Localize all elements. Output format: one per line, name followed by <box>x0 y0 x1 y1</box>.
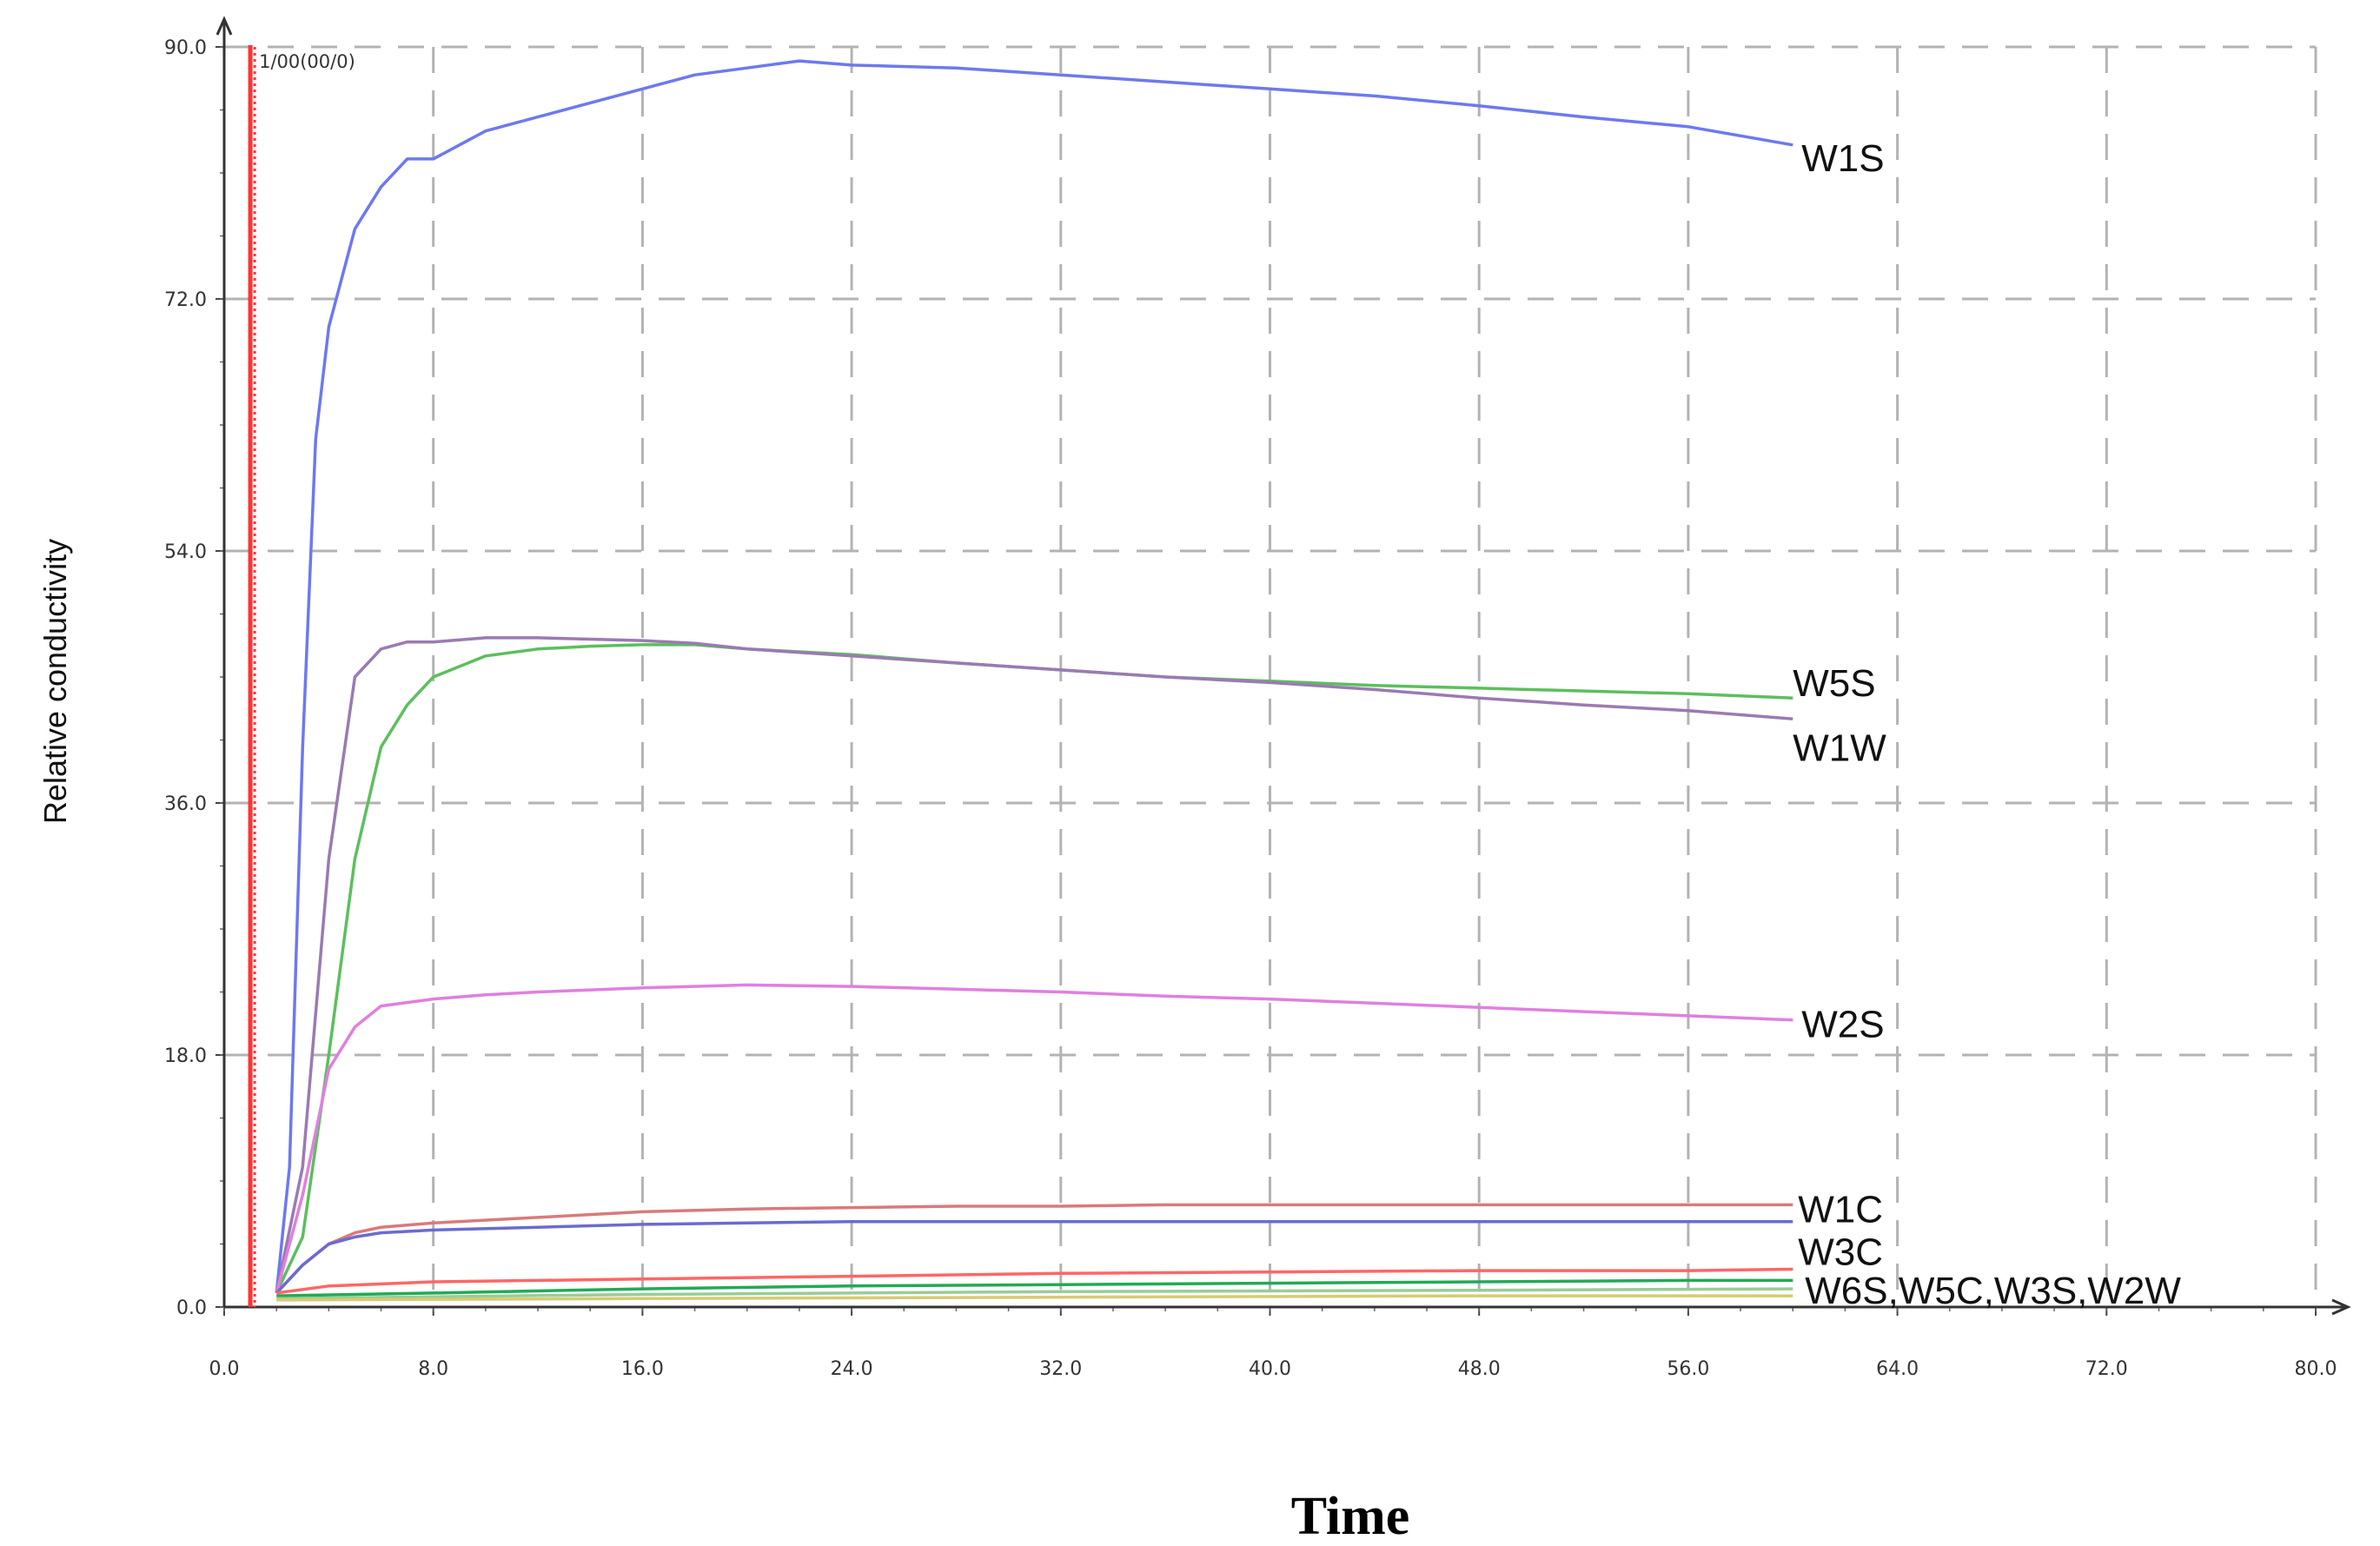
y-axis-label: Relative conductivity <box>37 539 73 824</box>
series-line-w5c <box>276 1278 1793 1297</box>
x-tick-label: 72.0 <box>2085 1358 2128 1380</box>
x-tick-label: 24.0 <box>831 1358 873 1380</box>
series-lines <box>275 59 1793 1302</box>
y-tick-label: 36.0 <box>164 793 207 815</box>
x-tick-label: 16.0 <box>621 1358 664 1380</box>
series-line-w2s <box>275 983 1793 1294</box>
series-label-w1c: W1C <box>1798 1188 1883 1231</box>
x-tick-label: 40.0 <box>1249 1358 1291 1380</box>
x-tick-label: 64.0 <box>1876 1358 1919 1380</box>
series-line-w1c <box>275 1203 1793 1295</box>
series-label-w3c: W3C <box>1798 1231 1883 1274</box>
x-axis-arrow <box>2331 1298 2351 1316</box>
time-marker: 1/00(00/0) <box>248 45 355 1307</box>
x-tick-label: 80.0 <box>2295 1358 2337 1380</box>
x-tick-label: 32.0 <box>1039 1358 1082 1380</box>
y-tick-label: 90.0 <box>164 37 207 59</box>
y-tick-label: 18.0 <box>164 1045 207 1067</box>
series-label-w2s: W2S <box>1801 1004 1884 1046</box>
x-axis-label: Time <box>1291 1487 1410 1546</box>
series-line-w3c <box>275 1219 1793 1295</box>
series-line-w6s <box>275 1267 1793 1295</box>
x-tick-label: 0.0 <box>209 1358 240 1380</box>
y-tick-label: 54.0 <box>164 541 207 563</box>
series-line-w5s <box>275 643 1793 1294</box>
series-label-w1w: W1W <box>1793 727 1886 769</box>
axes <box>215 16 2351 1316</box>
y-tick-label: 72.0 <box>164 289 207 311</box>
grid-lines <box>224 45 2317 1307</box>
y-tick-label: 0.0 <box>176 1297 207 1319</box>
series-label-w5s: W5S <box>1793 662 1875 705</box>
marker-label: 1/00(00/0) <box>259 51 355 72</box>
series-line-w3s <box>276 1287 1793 1301</box>
x-tick-label: 48.0 <box>1458 1358 1501 1380</box>
x-tick-labels: 0.0 8.0 16.0 24.0 32.0 40.0 48.0 56.0 64.0 72.0 80… <box>209 1358 2337 1380</box>
series-line-w1s <box>275 59 1793 1294</box>
y-tick-labels: 0.0 18.0 36.0 54.0 72.0 90.0 <box>164 37 207 1319</box>
series-label-combined: W6S,W5C,W3S,W2W <box>1805 1270 2181 1312</box>
x-tick-label: 56.0 <box>1667 1358 1709 1380</box>
series-line-w1w <box>275 636 1793 1294</box>
series-label-w1s: W1S <box>1801 137 1884 180</box>
series-line-w2w <box>276 1294 1793 1302</box>
x-tick-label: 8.0 <box>418 1358 448 1380</box>
y-axis-arrow <box>215 16 233 36</box>
